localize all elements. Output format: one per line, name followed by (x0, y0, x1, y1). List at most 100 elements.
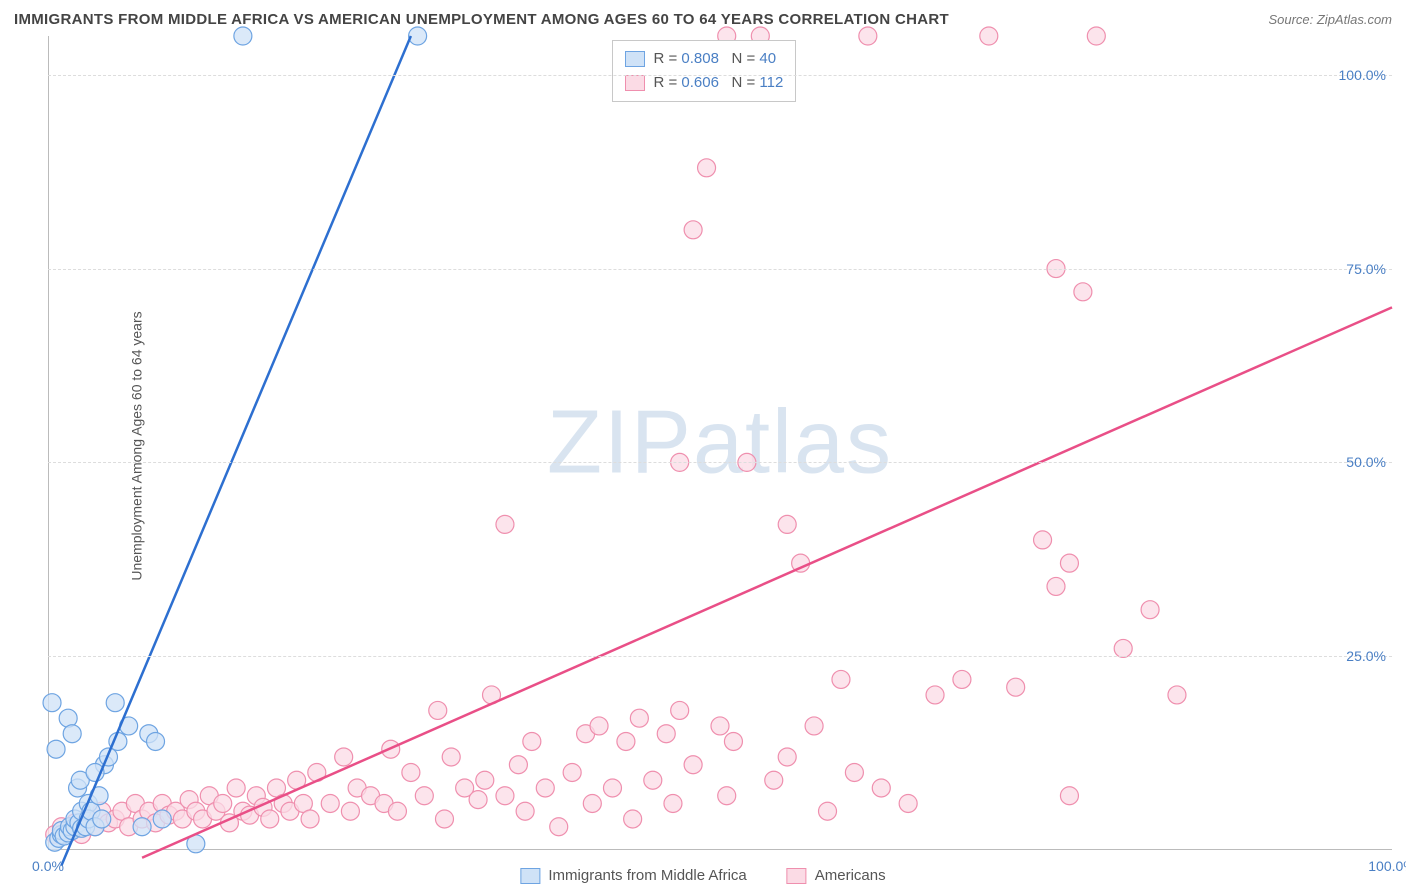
scatter-point (671, 701, 689, 719)
scatter-point (133, 818, 151, 836)
scatter-point (684, 756, 702, 774)
scatter-point (664, 794, 682, 812)
ytick-label: 50.0% (1346, 454, 1386, 470)
scatter-point (1034, 531, 1052, 549)
scatter-point (509, 756, 527, 774)
stats-text: R = 0.808 N = 40 (653, 47, 776, 71)
ytick-label: 25.0% (1346, 648, 1386, 664)
scatter-point (684, 221, 702, 239)
scatter-point (1007, 678, 1025, 696)
scatter-point (872, 779, 890, 797)
legend-swatch-pink (787, 868, 807, 884)
scatter-point (583, 794, 601, 812)
scatter-point (778, 515, 796, 533)
scatter-point (657, 725, 675, 743)
scatter-point (147, 732, 165, 750)
scatter-point (63, 725, 81, 743)
scatter-point (1074, 283, 1092, 301)
scatter-point (718, 787, 736, 805)
scatter-point (926, 686, 944, 704)
scatter-point (402, 763, 420, 781)
scatter-point (724, 732, 742, 750)
scatter-point (711, 717, 729, 735)
scatter-point (435, 810, 453, 828)
source-attribution: Source: ZipAtlas.com (1268, 12, 1392, 27)
scatter-point (523, 732, 541, 750)
xtick-label: 0.0% (32, 858, 64, 874)
series-legend: Immigrants from Middle Africa Americans (520, 867, 885, 884)
scatter-point (496, 787, 514, 805)
scatter-point (442, 748, 460, 766)
scatter-point (563, 763, 581, 781)
scatter-point (1168, 686, 1186, 704)
xtick-label: 100.0% (1368, 858, 1406, 874)
scatter-point (388, 802, 406, 820)
legend-item-americans: Americans (787, 867, 886, 884)
scatter-point (214, 794, 232, 812)
chart-title: IMMIGRANTS FROM MIDDLE AFRICA VS AMERICA… (14, 11, 949, 28)
scatter-point (321, 794, 339, 812)
scatter-point (624, 810, 642, 828)
scatter-point (1060, 787, 1078, 805)
scatter-point (899, 794, 917, 812)
legend-item-immigrants: Immigrants from Middle Africa (520, 867, 746, 884)
scatter-point (778, 748, 796, 766)
scatter-point (980, 27, 998, 45)
scatter-point (429, 701, 447, 719)
gridline-h (48, 75, 1392, 76)
scatter-point (805, 717, 823, 735)
ytick-label: 75.0% (1346, 261, 1386, 277)
scatter-point (845, 763, 863, 781)
scatter-point (153, 810, 171, 828)
legend-label-immigrants: Immigrants from Middle Africa (548, 867, 746, 884)
scatter-point (227, 779, 245, 797)
scatter-point (516, 802, 534, 820)
scatter-point (93, 810, 111, 828)
title-bar: IMMIGRANTS FROM MIDDLE AFRICA VS AMERICA… (14, 8, 1392, 30)
scatter-point (1047, 577, 1065, 595)
scatter-point (335, 748, 353, 766)
scatter-point (698, 159, 716, 177)
gridline-h (48, 462, 1392, 463)
scatter-point (469, 791, 487, 809)
stats-swatch (625, 51, 645, 67)
scatter-point (409, 27, 427, 45)
scatter-point (47, 740, 65, 758)
ytick-label: 100.0% (1339, 67, 1386, 83)
scatter-point (536, 779, 554, 797)
scatter-point (415, 787, 433, 805)
scatter-point (43, 694, 61, 712)
stats-legend: R = 0.808 N = 40R = 0.606 N = 112 (612, 40, 796, 102)
scatter-point (476, 771, 494, 789)
regression-line (61, 36, 410, 866)
legend-swatch-blue (520, 868, 540, 884)
scatter-point (819, 802, 837, 820)
scatter-point (301, 810, 319, 828)
scatter-point (590, 717, 608, 735)
scatter-point (603, 779, 621, 797)
scatter-point (261, 810, 279, 828)
scatter-point (496, 515, 514, 533)
legend-label-americans: Americans (815, 867, 886, 884)
chart-svg (48, 36, 1392, 850)
plot-area: ZIPatlas R = 0.808 N = 40R = 0.606 N = 1… (48, 36, 1392, 850)
scatter-point (859, 27, 877, 45)
stats-swatch (625, 75, 645, 91)
gridline-h (48, 269, 1392, 270)
scatter-point (1087, 27, 1105, 45)
scatter-point (953, 670, 971, 688)
scatter-point (765, 771, 783, 789)
scatter-point (550, 818, 568, 836)
scatter-point (1141, 601, 1159, 619)
scatter-point (234, 27, 252, 45)
scatter-point (341, 802, 359, 820)
scatter-point (1114, 639, 1132, 657)
scatter-point (617, 732, 635, 750)
scatter-point (1060, 554, 1078, 572)
scatter-point (106, 694, 124, 712)
scatter-point (630, 709, 648, 727)
stats-legend-row: R = 0.808 N = 40 (625, 47, 783, 71)
gridline-h (48, 656, 1392, 657)
scatter-point (832, 670, 850, 688)
scatter-point (644, 771, 662, 789)
